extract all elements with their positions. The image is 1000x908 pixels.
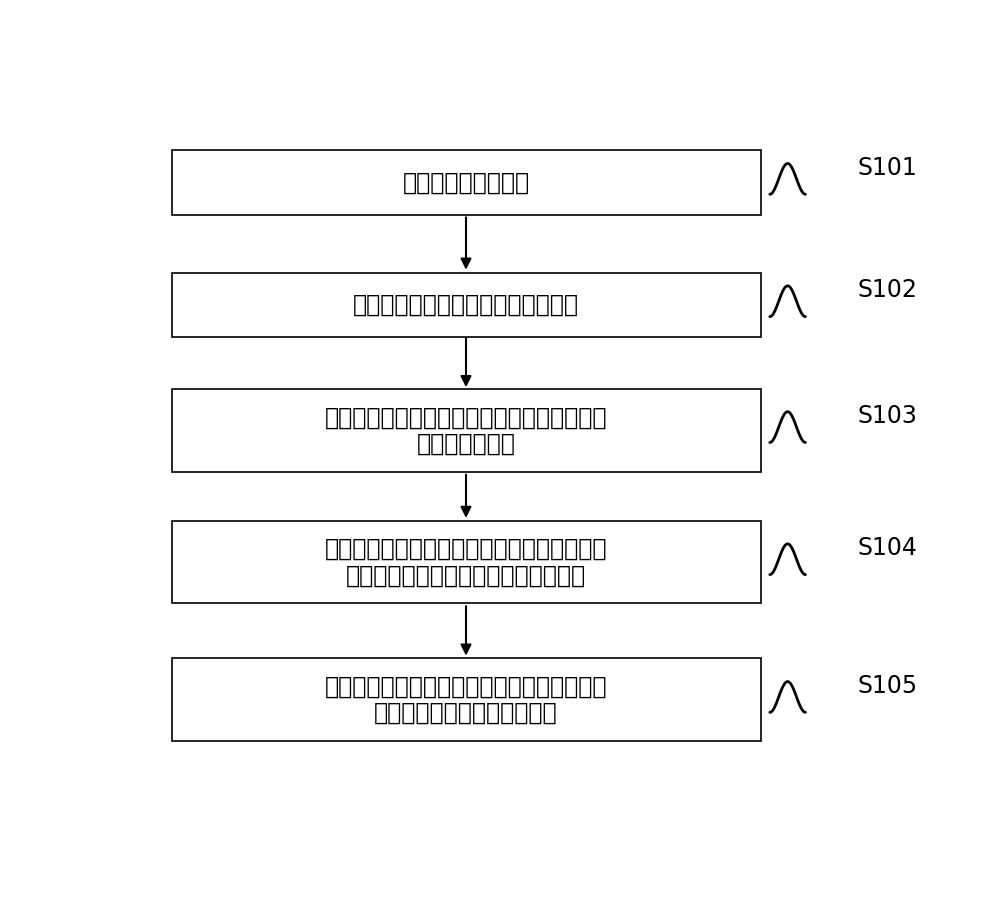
Text: 根据行驶方向、基础信息、速度信息以及转向: 根据行驶方向、基础信息、速度信息以及转向 xyxy=(325,537,607,561)
Text: 获取车辆运行过程中的车辆运行信息: 获取车辆运行过程中的车辆运行信息 xyxy=(353,292,579,317)
Text: S103: S103 xyxy=(857,404,917,428)
Text: 信息，确定各车轮的磨损信息: 信息，确定各车轮的磨损信息 xyxy=(374,701,558,725)
Text: S105: S105 xyxy=(857,675,918,698)
Bar xyxy=(172,658,761,741)
Bar xyxy=(172,272,761,337)
Text: S102: S102 xyxy=(857,278,917,302)
Bar xyxy=(172,521,761,603)
Text: 信息，确定车辆的各车轮的滑移量信息: 信息，确定车辆的各车轮的滑移量信息 xyxy=(346,563,586,587)
Text: 根据各车轮的压力信息、滑移量信息以及地面: 根据各车轮的压力信息、滑移量信息以及地面 xyxy=(325,675,607,698)
Text: 车轮的压力信息: 车轮的压力信息 xyxy=(417,432,515,456)
Text: 获取车辆的基础信息: 获取车辆的基础信息 xyxy=(402,171,530,194)
Text: S104: S104 xyxy=(857,536,917,560)
Bar xyxy=(172,150,761,214)
Text: 根据基础信息以及加速度信息，确定车辆的各: 根据基础信息以及加速度信息，确定车辆的各 xyxy=(325,405,607,429)
Bar xyxy=(172,390,761,472)
Text: S101: S101 xyxy=(857,155,917,180)
